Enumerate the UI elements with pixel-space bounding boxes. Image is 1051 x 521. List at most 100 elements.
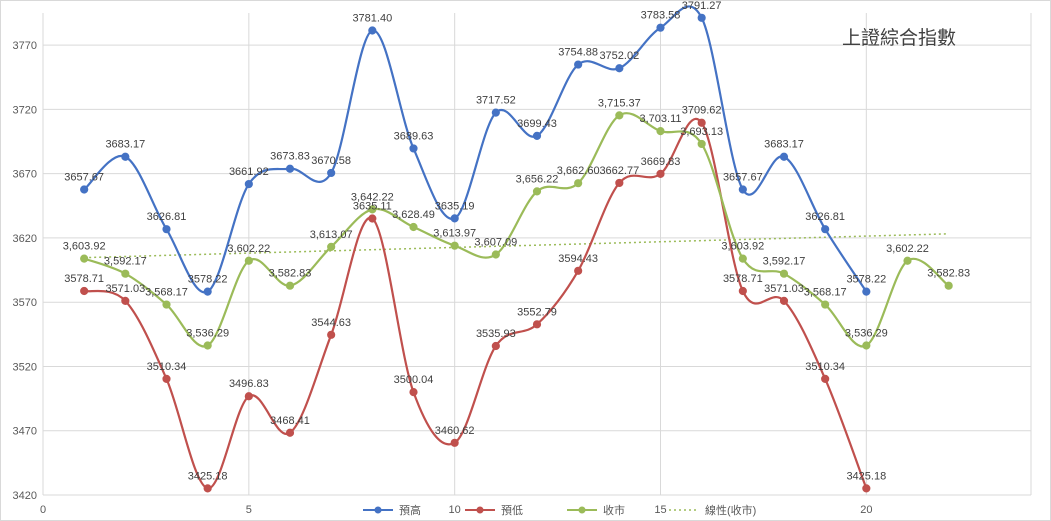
y-tick-label: 3470 <box>13 426 37 438</box>
series-line <box>83 118 868 490</box>
data-point <box>121 152 130 161</box>
data-label: 3,613.97 <box>433 228 476 240</box>
axes: 3420 3470 3520 3570 3620 3670 3720 3770 0 5 10 15 20 <box>13 40 873 516</box>
data-point <box>162 374 171 383</box>
data-label: 3673.83 <box>270 151 310 163</box>
data-label: 3,662.60 <box>557 165 600 177</box>
legend-marker <box>578 506 586 514</box>
data-point <box>162 300 171 309</box>
legend-item: 收市 <box>567 503 625 517</box>
legend-marker <box>374 506 382 514</box>
data-label: 3661.92 <box>229 166 269 178</box>
data-label: 3544.63 <box>311 317 351 329</box>
data-label: 3496.83 <box>229 378 269 390</box>
series-1 <box>80 5 871 296</box>
data-point <box>203 484 212 493</box>
data-point <box>121 269 130 278</box>
data-point <box>532 320 542 329</box>
data-label: 3425.18 <box>846 470 886 482</box>
data-point <box>738 185 747 194</box>
data-label: 3,582.83 <box>927 268 970 280</box>
data-point <box>327 168 336 178</box>
data-point <box>491 250 500 259</box>
data-point <box>862 484 871 493</box>
legend-marker <box>476 506 484 514</box>
data-label: 3510.34 <box>147 361 187 373</box>
y-tick-label: 3770 <box>13 40 37 52</box>
data-point <box>285 428 295 437</box>
data-point <box>821 374 830 383</box>
data-label: 3460.62 <box>435 425 475 437</box>
legend-label: 預低 <box>501 504 523 517</box>
data-label: 3,536.29 <box>845 328 888 340</box>
data-label: 3635.11 <box>353 201 392 213</box>
data-point <box>450 438 459 447</box>
data-point <box>409 388 418 397</box>
data-label: 3578.22 <box>188 274 228 286</box>
data-point <box>327 242 336 251</box>
data-label: 3669.83 <box>641 156 681 168</box>
data-point <box>656 23 665 32</box>
data-point <box>697 139 706 149</box>
data-point <box>532 187 542 196</box>
data-point <box>244 256 253 265</box>
gridlines <box>42 13 1032 496</box>
data-label: 3510.34 <box>805 361 845 373</box>
data-label: 3683.17 <box>105 139 145 151</box>
data-label: 3578.71 <box>723 273 763 285</box>
data-label: 3781.40 <box>352 12 392 24</box>
legend-label: 收市 <box>603 503 625 517</box>
series-line <box>83 112 950 348</box>
x-tick-label: 5 <box>246 504 252 516</box>
data-point <box>574 60 583 69</box>
data-label: 3635.19 <box>435 200 475 212</box>
data-point <box>203 341 212 350</box>
data-point <box>738 286 747 296</box>
data-point <box>615 178 624 188</box>
legend-label: 預高 <box>399 503 421 517</box>
data-label: 3752.02 <box>599 50 639 62</box>
series-3 <box>80 111 953 350</box>
data-label: 3,602.22 <box>227 243 270 255</box>
data-label: 3709.62 <box>682 105 722 117</box>
data-label: 3425.18 <box>188 470 228 482</box>
data-label: 3,607.09 <box>474 237 517 249</box>
data-point <box>244 392 253 401</box>
data-point <box>121 296 130 305</box>
data-label: 3,536.29 <box>186 328 229 340</box>
x-tick-label: 20 <box>860 504 872 516</box>
x-tick-label: 0 <box>40 504 46 516</box>
data-point <box>244 179 253 189</box>
data-point <box>532 131 542 140</box>
data-label: 3571.03 <box>105 283 145 295</box>
data-label: 3571.03 <box>764 283 804 295</box>
data-point <box>368 214 377 223</box>
data-point <box>450 214 459 223</box>
data-label: 3,628.49 <box>392 209 435 221</box>
data-point <box>327 330 336 339</box>
data-point <box>491 108 500 117</box>
data-point <box>862 341 871 350</box>
data-label: 3,693.13 <box>680 126 723 138</box>
data-labels: 3657.67 3683.17 3626.81 3578.22 3661.923673.… <box>63 1 970 482</box>
data-point <box>903 256 912 265</box>
data-point <box>697 118 706 127</box>
y-tick-label: 3570 <box>13 297 37 309</box>
data-label: 3670.58 <box>311 155 351 167</box>
data-point <box>409 222 418 232</box>
data-label: 3552.79 <box>517 306 557 318</box>
data-label: 3578.71 <box>64 273 104 285</box>
data-label: 3594.43 <box>558 253 598 265</box>
data-label: 3,602.22 <box>886 243 929 255</box>
series-2 <box>80 118 871 493</box>
legend-item: 預高 <box>363 503 421 517</box>
series-line <box>83 5 868 294</box>
data-point <box>80 286 89 296</box>
data-label: 3783.58 <box>641 10 681 22</box>
y-tick-label: 3620 <box>13 233 37 245</box>
data-point <box>615 64 624 73</box>
data-point <box>450 241 459 250</box>
legend-item: 預低 <box>465 504 523 517</box>
